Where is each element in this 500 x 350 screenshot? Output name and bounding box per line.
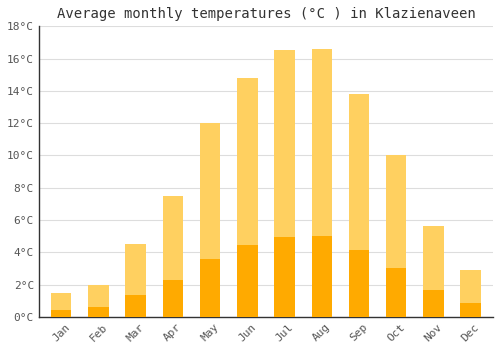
Bar xyxy=(200,123,220,317)
Bar xyxy=(237,78,258,317)
Bar xyxy=(312,49,332,317)
Bar xyxy=(423,226,444,290)
Bar xyxy=(126,244,146,317)
Bar xyxy=(349,94,370,250)
Bar xyxy=(88,285,108,317)
Bar xyxy=(200,123,220,259)
Bar xyxy=(237,78,258,245)
Bar xyxy=(460,270,481,303)
Bar xyxy=(51,293,72,309)
Bar xyxy=(312,49,332,237)
Bar xyxy=(51,293,72,317)
Bar xyxy=(386,155,406,268)
Bar xyxy=(349,94,370,317)
Bar xyxy=(162,196,183,317)
Bar xyxy=(423,226,444,317)
Bar xyxy=(126,244,146,295)
Title: Average monthly temperatures (°C ) in Klazienaveen: Average monthly temperatures (°C ) in Kl… xyxy=(56,7,476,21)
Bar xyxy=(460,270,481,317)
Bar xyxy=(274,50,295,237)
Bar xyxy=(88,285,108,307)
Bar xyxy=(162,196,183,280)
Bar xyxy=(274,50,295,317)
Bar xyxy=(386,155,406,317)
